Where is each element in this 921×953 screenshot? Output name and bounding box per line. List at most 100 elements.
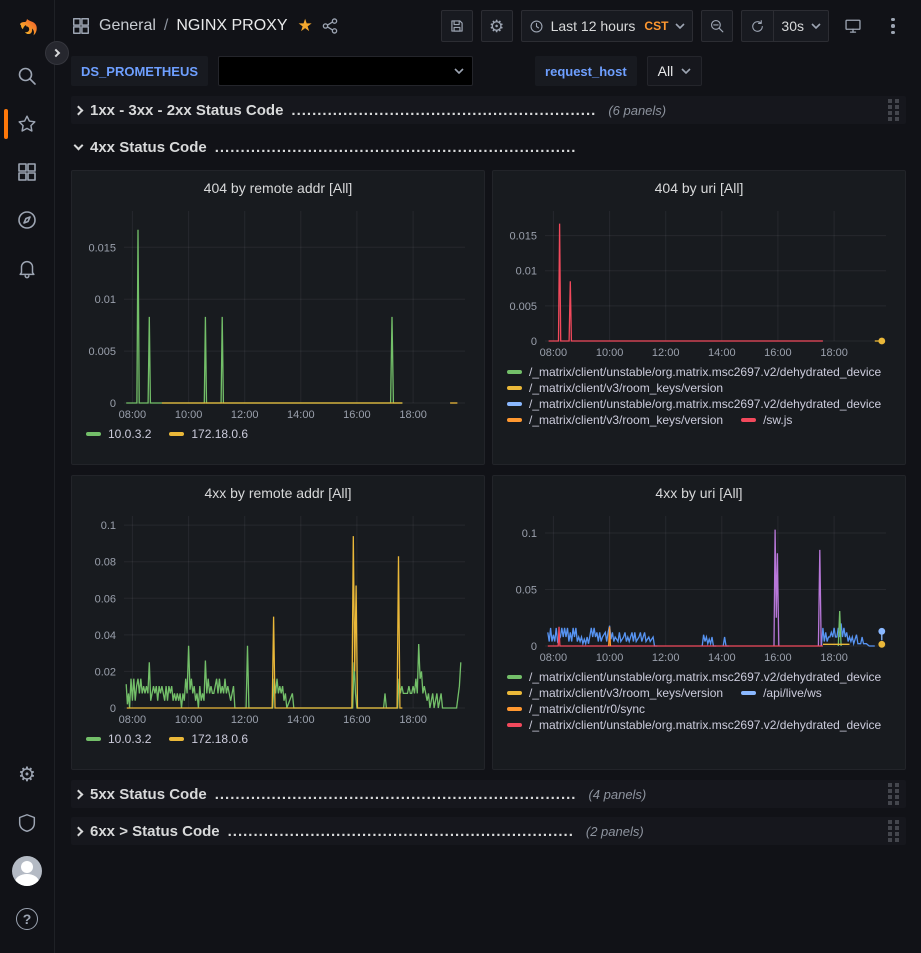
svg-text:14:00: 14:00 xyxy=(287,714,315,726)
legend-item[interactable]: /_matrix/client/r0/sync xyxy=(507,702,645,716)
panel-404-by-uri: 404 by uri [All] 0 0.005 0.01 0.015 08:00 10:… xyxy=(492,170,906,465)
svg-text:18:00: 18:00 xyxy=(820,347,848,359)
row-header-6xx[interactable]: 6xx > Status Code ......................… xyxy=(71,817,906,845)
timeseries-chart[interactable]: 0 0.005 0.01 0.015 08:00 10:00 12:00 14:00 16:00… xyxy=(501,201,898,361)
svg-text:0.01: 0.01 xyxy=(516,266,537,278)
sidebar-item-help[interactable]: ? xyxy=(0,895,55,943)
dashboard-settings-button[interactable]: ⚙ xyxy=(480,10,513,42)
legend-item[interactable]: 10.0.3.2 xyxy=(86,427,151,441)
svg-text:16:00: 16:00 xyxy=(764,652,792,664)
sidebar-item-dashboards[interactable] xyxy=(0,148,55,196)
favorite-star-icon[interactable]: ★ xyxy=(297,16,313,35)
refresh-icon xyxy=(752,19,764,32)
sidebar-item-alerting[interactable] xyxy=(0,244,55,292)
panel-title[interactable]: 4xx by remote addr [All] xyxy=(204,485,352,501)
gear-icon: ⚙ xyxy=(18,764,36,786)
panel-title[interactable]: 404 by uri [All] xyxy=(654,180,744,196)
request-host-selected: All xyxy=(657,63,674,79)
legend-series-label: /api/live/ws xyxy=(763,686,822,700)
sidebar-item-explore[interactable] xyxy=(0,196,55,244)
share-icon[interactable] xyxy=(321,17,339,35)
timezone-label: CST xyxy=(644,19,669,33)
legend-item[interactable]: /_matrix/client/unstable/org.matrix.msc2… xyxy=(507,718,881,732)
legend-series-label: /sw.js xyxy=(763,413,793,427)
legend-item[interactable]: /_matrix/client/unstable/org.matrix.msc2… xyxy=(507,397,881,411)
row-drag-handle[interactable] xyxy=(887,97,900,123)
legend-item[interactable]: /api/live/ws xyxy=(741,686,822,700)
sidebar-item-search[interactable] xyxy=(0,52,55,100)
row-drag-handle[interactable] xyxy=(887,818,900,844)
help-icon: ? xyxy=(16,908,38,930)
zoom-out-icon xyxy=(711,19,724,33)
refresh-button-group: 30s xyxy=(741,10,829,42)
more-options-button[interactable] xyxy=(877,10,909,42)
zoom-out-time-button[interactable] xyxy=(701,10,734,42)
svg-text:16:00: 16:00 xyxy=(764,347,792,359)
breadcrumb-separator: / xyxy=(163,17,169,34)
legend-item[interactable]: 172.18.0.6 xyxy=(169,427,248,441)
sidebar-item-server-admin[interactable] xyxy=(0,799,55,847)
panel-legend: 10.0.3.2 172.18.0.6 xyxy=(80,728,476,746)
legend-item[interactable]: /_matrix/client/unstable/org.matrix.msc2… xyxy=(507,670,881,684)
timeseries-chart[interactable]: 0 0.05 0.1 08:00 10:00 12:00 14:00 16:00 18:00 xyxy=(501,506,898,666)
legend-series-label: 10.0.3.2 xyxy=(108,427,152,441)
legend-series-label: /_matrix/client/unstable/org.matrix.msc2… xyxy=(529,670,882,684)
svg-text:18:00: 18:00 xyxy=(399,714,427,726)
sidebar-item-configuration[interactable]: ⚙ xyxy=(0,751,55,799)
row-header-5xx[interactable]: 5xx Status Code ........................… xyxy=(71,780,906,808)
save-dashboard-button[interactable] xyxy=(440,10,473,42)
svg-text:0.1: 0.1 xyxy=(101,520,116,532)
breadcrumb-folder[interactable]: General xyxy=(99,17,156,34)
time-range-picker[interactable]: Last 12 hours CST xyxy=(520,10,694,42)
panel-4xx-by-uri: 4xx by uri [All] 0 0.05 0.1 08:00 10:00 12:00… xyxy=(492,475,906,770)
cycle-view-mode-button[interactable] xyxy=(837,10,869,42)
datasource-variable-label[interactable]: DS_PROMETHEUS xyxy=(71,56,209,86)
row-header-1xx-3xx-2xx[interactable]: 1xx - 3xx - 2xx Status Code ............… xyxy=(71,96,906,124)
refresh-button[interactable] xyxy=(741,10,774,42)
svg-text:0.01: 0.01 xyxy=(95,294,116,306)
legend-item[interactable]: /_matrix/client/v3/room_keys/version xyxy=(507,413,723,427)
timeseries-chart[interactable]: 0 0.005 0.01 0.015 08:00 10:00 12:00 14:00 16:00… xyxy=(80,201,477,423)
legend-item[interactable]: /_matrix/client/v3/room_keys/version xyxy=(507,686,723,700)
row-drag-handle[interactable] xyxy=(887,781,900,807)
legend-series-color xyxy=(507,707,522,711)
legend-item[interactable]: /_matrix/client/unstable/org.matrix.msc2… xyxy=(507,365,881,379)
legend-item[interactable]: 10.0.3.2 xyxy=(86,732,151,746)
request-host-variable-value[interactable]: All xyxy=(646,56,703,86)
row-collapse-caret-icon xyxy=(73,789,84,799)
legend-series-color xyxy=(86,737,101,741)
legend-item[interactable]: /sw.js xyxy=(741,413,792,427)
request-host-variable-label[interactable]: request_host xyxy=(535,56,637,86)
svg-text:08:00: 08:00 xyxy=(119,409,147,421)
svg-text:0.005: 0.005 xyxy=(509,301,537,313)
dashboard-grid-icon xyxy=(73,18,89,34)
panel-title[interactable]: 404 by remote addr [All] xyxy=(203,180,353,196)
row-dotted-leader: ........................................… xyxy=(227,822,574,840)
svg-text:0.05: 0.05 xyxy=(516,585,537,597)
active-indicator xyxy=(3,109,8,139)
legend-series-color xyxy=(86,432,101,436)
panel-grid: 404 by remote addr [All] 0 0.005 0.01 0.015… xyxy=(71,170,906,770)
legend-item[interactable]: /_matrix/client/v3/room_keys/version xyxy=(507,381,723,395)
timeseries-chart[interactable]: 0 0.02 0.04 0.06 0.08 0.1 08:00 10:00 12:00 14:00… xyxy=(80,506,477,728)
row-header-4xx[interactable]: 4xx Status Code ........................… xyxy=(71,133,906,161)
sidebar-item-profile[interactable] xyxy=(0,847,55,895)
legend-item[interactable]: 172.18.0.6 xyxy=(169,732,248,746)
svg-text:10:00: 10:00 xyxy=(596,652,624,664)
chevron-down-icon xyxy=(811,23,821,29)
chevron-down-icon xyxy=(681,68,691,74)
sidebar-item-starred[interactable] xyxy=(0,100,55,148)
sidebar-expand-button[interactable] xyxy=(45,41,69,65)
svg-text:0.06: 0.06 xyxy=(95,593,116,605)
chevron-down-icon xyxy=(675,23,685,29)
refresh-interval-dropdown[interactable]: 30s xyxy=(773,10,829,42)
star-icon xyxy=(18,115,36,132)
datasource-variable-value[interactable] xyxy=(218,56,474,86)
legend-series-label: /_matrix/client/unstable/org.matrix.msc2… xyxy=(529,365,882,379)
legend-series-color xyxy=(507,386,522,390)
panel-title[interactable]: 4xx by uri [All] xyxy=(655,485,743,501)
grafana-logo[interactable] xyxy=(0,8,55,52)
row-panel-count: (2 panels) xyxy=(585,823,644,839)
page-title[interactable]: NGINX PROXY xyxy=(176,17,288,34)
